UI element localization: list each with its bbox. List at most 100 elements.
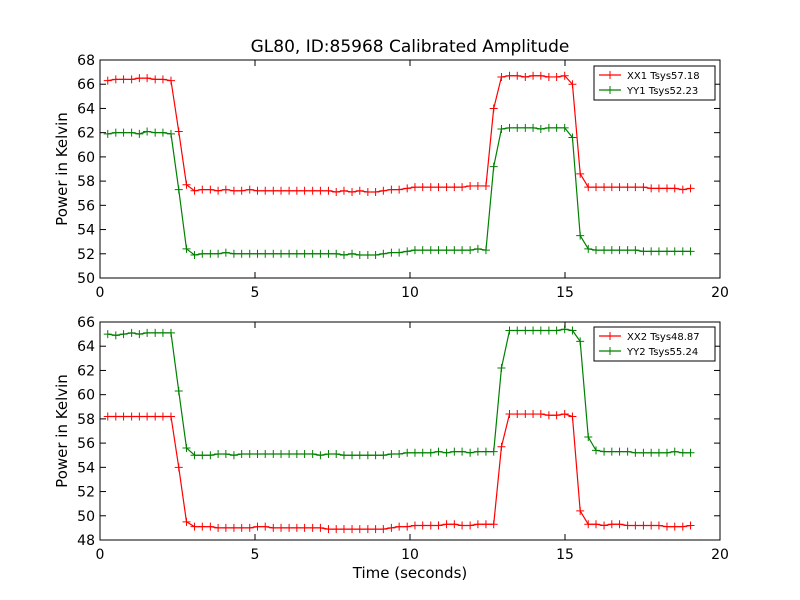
data-point (466, 521, 475, 530)
data-point (103, 76, 112, 85)
x-tick-label: 0 (96, 547, 105, 563)
data-point (403, 448, 412, 457)
x-tick-label: 20 (711, 547, 729, 563)
data-point (119, 330, 128, 339)
y-axis-label: Power in Kelvin (53, 374, 71, 488)
data-point (190, 451, 199, 460)
data-point (639, 247, 648, 256)
data-point (229, 523, 238, 532)
data-point (473, 244, 482, 253)
data-point (143, 328, 152, 337)
data-point (426, 448, 435, 457)
data-point (253, 249, 262, 258)
data-point (198, 522, 207, 531)
data-point (466, 181, 475, 190)
legend-item: XX1 Tsys57.18 (599, 71, 700, 82)
y-tick-label: 68 (77, 53, 95, 69)
y-tick-label: 64 (77, 101, 95, 117)
series-1 (103, 71, 695, 197)
data-point (269, 249, 278, 258)
data-point (560, 410, 569, 419)
x-tick-label: 15 (556, 547, 574, 563)
data-point (497, 72, 506, 81)
data-point (505, 326, 514, 335)
data-point (450, 520, 459, 529)
data-point (316, 186, 325, 195)
data-point (615, 183, 624, 192)
data-point (292, 523, 301, 532)
data-point (308, 450, 317, 459)
data-point (686, 448, 695, 457)
data-point (615, 246, 624, 255)
data-point (206, 451, 215, 460)
data-point (371, 451, 380, 460)
data-point (584, 244, 593, 253)
data-point (536, 71, 545, 80)
data-point (371, 250, 380, 259)
x-tick-label: 5 (251, 285, 260, 301)
data-point (135, 129, 144, 138)
series-2 (103, 123, 695, 259)
data-point (654, 448, 663, 457)
data-point (410, 521, 419, 530)
y-tick-label: 60 (77, 150, 95, 166)
data-point (190, 522, 199, 531)
data-point (111, 331, 120, 340)
data-point (489, 162, 498, 171)
y-tick-label: 58 (77, 412, 95, 428)
y-tick-label: 66 (77, 77, 95, 93)
data-point (269, 450, 278, 459)
data-point (253, 522, 262, 531)
data-point (686, 521, 695, 530)
legend-box (593, 326, 716, 362)
data-point (434, 447, 443, 456)
data-point (395, 185, 404, 194)
data-point (371, 525, 380, 534)
data-point (426, 246, 435, 255)
y-tick-label: 64 (77, 339, 95, 355)
data-point (592, 183, 600, 192)
data-point (387, 248, 396, 257)
data-point (654, 184, 663, 193)
legend-swatch-marker (606, 86, 614, 94)
data-point (442, 520, 451, 529)
data-point (387, 450, 396, 459)
data-point (316, 249, 325, 258)
data-point (576, 231, 585, 240)
data-point (316, 523, 325, 532)
data-point (584, 183, 593, 192)
data-point (410, 183, 419, 192)
data-point (174, 387, 183, 396)
data-point (285, 450, 294, 459)
data-point (158, 328, 167, 337)
data-point (654, 521, 663, 530)
data-point (363, 188, 372, 197)
data-point (623, 521, 632, 530)
data-point (552, 326, 561, 335)
data-point (103, 129, 112, 138)
legend-swatch-marker (606, 332, 614, 340)
x-tick-label: 15 (556, 285, 574, 301)
chart-panel-2: 0 5 10 15 20 48 50 52 54 56 58 60 62 64 66 Power in Kel… (53, 315, 729, 582)
legend-item: XX2 Tsys48.87 (599, 332, 700, 343)
data-point (221, 450, 230, 459)
data-point (662, 184, 671, 193)
data-point (277, 186, 286, 195)
data-point (332, 249, 341, 258)
data-point (324, 525, 333, 534)
x-axis-label: Time (seconds) (352, 564, 468, 582)
data-point (261, 249, 270, 258)
data-point (355, 250, 364, 259)
y-tick-label: 54 (77, 460, 95, 476)
data-point (426, 183, 435, 192)
data-point (607, 520, 616, 529)
data-point (529, 410, 538, 419)
data-point (639, 183, 648, 192)
data-point (127, 75, 136, 84)
data-point (678, 522, 687, 531)
data-point (339, 451, 348, 460)
data-point (206, 249, 215, 258)
data-point (576, 506, 585, 515)
data-point (552, 72, 561, 81)
legend-swatch-marker (606, 347, 614, 355)
